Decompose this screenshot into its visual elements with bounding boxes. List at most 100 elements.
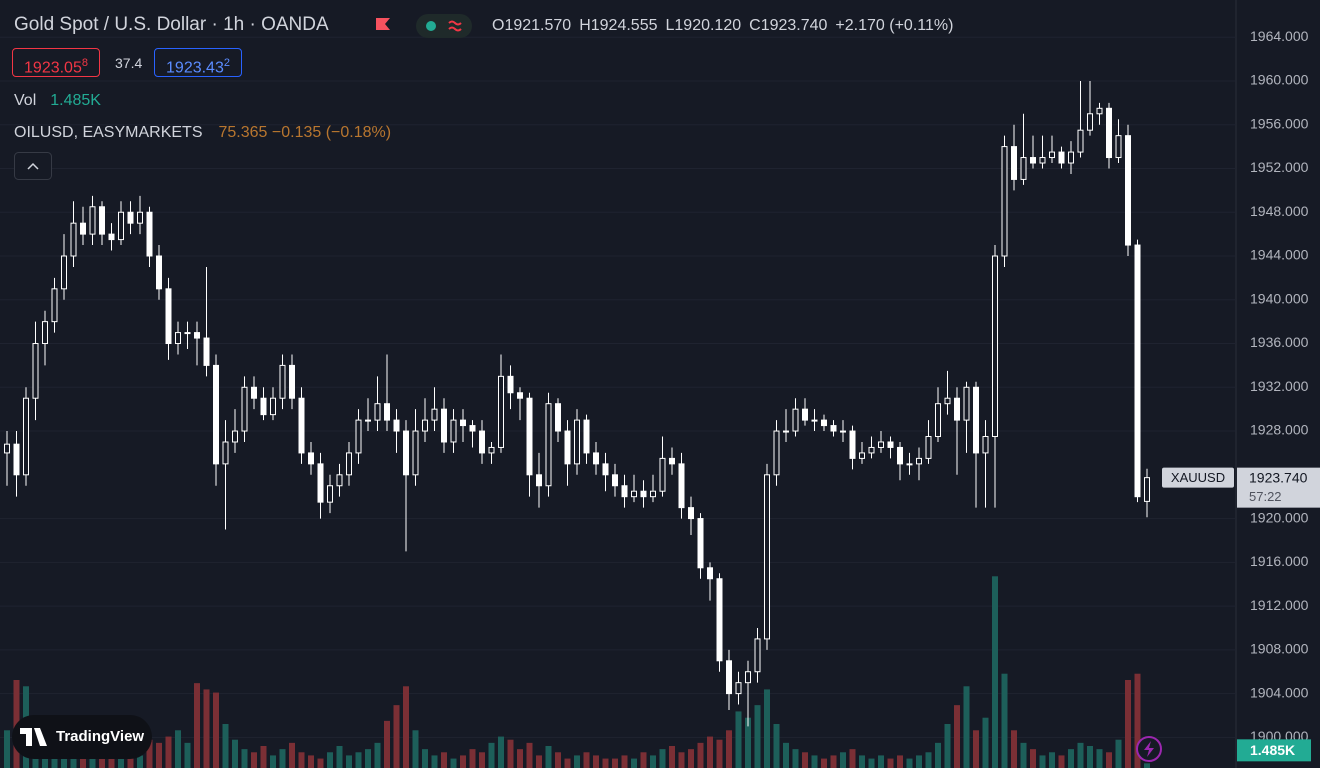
volume-bar bbox=[1001, 673, 1008, 768]
status-pill[interactable] bbox=[416, 12, 472, 40]
candle-body bbox=[431, 408, 438, 421]
volume-bar bbox=[754, 705, 761, 768]
volume-bar bbox=[555, 752, 561, 768]
volume-bar bbox=[403, 686, 409, 768]
candle-body bbox=[735, 682, 742, 695]
volume-bar bbox=[792, 749, 799, 768]
volume-bar bbox=[251, 752, 257, 768]
candle-body bbox=[460, 419, 466, 427]
sell-button[interactable]: 1923.058 bbox=[12, 48, 100, 77]
y-tick-label: 1916.000 bbox=[1250, 553, 1309, 569]
y-tick-label: 1928.000 bbox=[1250, 422, 1309, 438]
ohlc-label: C bbox=[749, 17, 761, 34]
volume-bar bbox=[973, 730, 979, 768]
collapse-button[interactable] bbox=[14, 152, 52, 180]
volume-bar bbox=[346, 755, 352, 768]
candle-body bbox=[973, 386, 979, 454]
volume-legend: Vol 1.485K bbox=[14, 92, 101, 110]
candle-body bbox=[954, 397, 960, 421]
candle-body bbox=[1001, 146, 1008, 257]
candle-body bbox=[374, 403, 381, 421]
candle-body bbox=[1077, 129, 1084, 153]
volume-bar bbox=[450, 758, 457, 768]
volume-bar bbox=[849, 749, 856, 768]
volume-bar bbox=[1068, 749, 1074, 768]
symbol-title[interactable]: Gold Spot / U.S. Dollar · 1h · OANDA bbox=[14, 14, 329, 35]
ohlc-item: O1921.570 bbox=[492, 17, 571, 34]
indicator-legend: OILUSD, EASYMARKETS 75.365 −0.135 (−0.18%… bbox=[14, 124, 391, 142]
candle-body bbox=[526, 397, 533, 476]
candle-body bbox=[859, 452, 865, 459]
candle-body bbox=[564, 430, 571, 465]
candle-body bbox=[175, 332, 181, 345]
volume-bar bbox=[99, 755, 105, 768]
volume-bar bbox=[222, 724, 229, 768]
alert-button[interactable] bbox=[1134, 734, 1164, 764]
y-tick-label: 1956.000 bbox=[1250, 115, 1309, 131]
volume-bar bbox=[1087, 746, 1093, 768]
candle-body bbox=[726, 660, 732, 695]
volume-bar bbox=[165, 736, 172, 768]
candle-body bbox=[289, 364, 295, 399]
candle-body bbox=[165, 288, 172, 345]
y-tick-label: 1952.000 bbox=[1250, 159, 1309, 175]
candle-body bbox=[488, 446, 495, 454]
candle-body bbox=[469, 425, 476, 432]
candle-layer bbox=[4, 80, 1150, 727]
volume-bar bbox=[289, 742, 295, 768]
volume-bar bbox=[583, 752, 590, 768]
candle-body bbox=[308, 452, 314, 465]
ohlc-label: H bbox=[579, 17, 591, 34]
volume-bar bbox=[203, 689, 210, 768]
volume-bar bbox=[479, 752, 485, 768]
candle-body bbox=[80, 222, 86, 235]
volume-bar bbox=[232, 739, 238, 768]
candle-body bbox=[4, 443, 10, 454]
candle-body bbox=[792, 408, 799, 432]
y-tick-label: 1908.000 bbox=[1250, 641, 1309, 657]
ohlc-item: L1920.120 bbox=[665, 17, 741, 34]
volume-bar bbox=[1134, 673, 1141, 768]
volume-bar bbox=[859, 755, 865, 768]
candle-body bbox=[222, 441, 229, 465]
candle-body bbox=[1115, 135, 1122, 159]
volume-bar bbox=[659, 749, 666, 768]
volume-bar bbox=[669, 746, 675, 768]
volume-bar bbox=[621, 755, 628, 768]
candle-body bbox=[403, 430, 409, 476]
candle-body bbox=[1096, 107, 1103, 115]
candle-body bbox=[916, 457, 922, 465]
ohlc-legend: O1921.570 H1924.555 L1920.120 C1923.740 +2.1… bbox=[492, 17, 961, 35]
candle-body bbox=[621, 485, 628, 498]
volume-bar bbox=[241, 749, 248, 768]
volume-bar bbox=[507, 739, 514, 768]
indicator-values: 75.365 −0.135 (−0.18%) bbox=[218, 124, 392, 141]
volume-bar bbox=[811, 755, 818, 768]
volume-bar bbox=[935, 742, 941, 768]
volume-bar bbox=[707, 736, 713, 768]
candle-body bbox=[137, 211, 143, 224]
candle-body bbox=[355, 419, 362, 454]
candle-body bbox=[887, 441, 894, 448]
candle-body bbox=[99, 206, 105, 235]
volume-bar bbox=[840, 752, 846, 768]
brand-badge[interactable]: TradingView bbox=[12, 715, 152, 759]
candle-body bbox=[1068, 151, 1074, 164]
candle-body bbox=[89, 206, 96, 235]
candle-body bbox=[336, 474, 343, 487]
candle-body bbox=[184, 332, 191, 335]
candle-body bbox=[963, 386, 970, 421]
candle-body bbox=[783, 430, 789, 433]
y-tick-label: 1960.000 bbox=[1250, 72, 1309, 88]
volume-bar bbox=[526, 742, 533, 768]
candle-body bbox=[536, 474, 542, 487]
symbol-tag: XAUUSD bbox=[1171, 470, 1225, 485]
candle-body bbox=[545, 403, 552, 487]
buy-button[interactable]: 1923.432 bbox=[154, 48, 242, 77]
volume-bar bbox=[745, 717, 751, 768]
y-tick-label: 1920.000 bbox=[1250, 509, 1309, 525]
candle-body bbox=[906, 463, 913, 466]
volume-bar bbox=[317, 758, 324, 768]
volume-bar bbox=[887, 758, 894, 768]
